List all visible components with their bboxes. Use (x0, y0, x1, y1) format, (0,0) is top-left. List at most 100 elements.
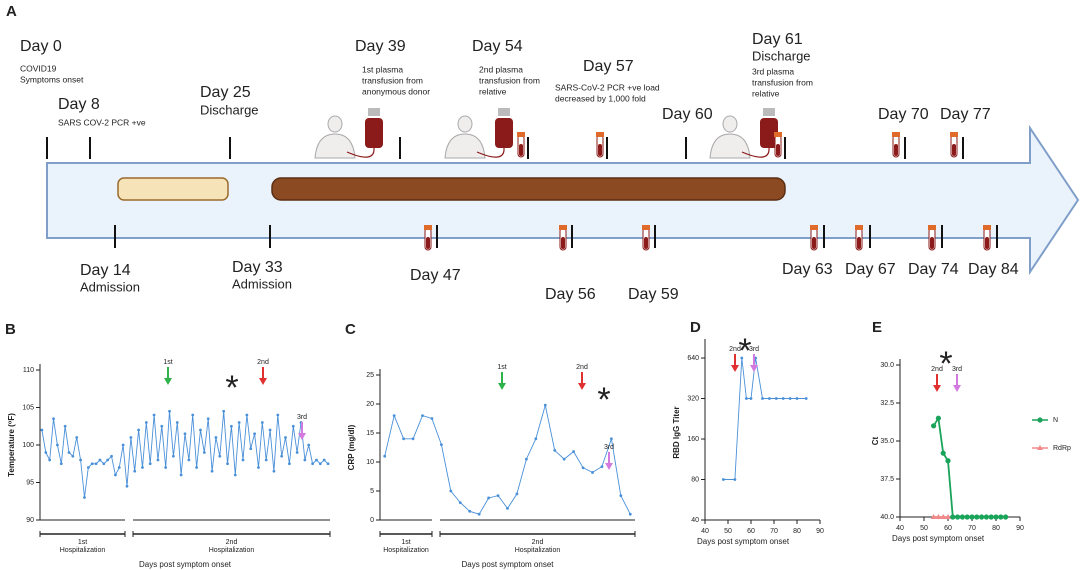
annotation-label: 3rd (604, 444, 614, 451)
event-note: 2nd plasma (479, 64, 523, 74)
data-point (83, 496, 86, 499)
data-point (468, 509, 472, 513)
event-day: Day 33 (232, 259, 283, 276)
blood-tube-cap (810, 225, 818, 230)
blood-tube-fill (985, 237, 989, 249)
data-point (179, 473, 183, 477)
data-point (44, 451, 48, 454)
data-point (230, 424, 233, 428)
event-note: SARS COV-2 PCR +ve (58, 117, 146, 127)
blood-tube-fill (857, 237, 861, 249)
annotation-arrowhead (498, 383, 506, 390)
x-axis-label: Days post symptom onset (892, 534, 985, 543)
data-point (40, 428, 44, 432)
x-tick-label: 50 (920, 525, 928, 532)
annotation-label: 2nd (576, 364, 588, 371)
data-point (245, 413, 249, 417)
blood-tube-cap (855, 225, 863, 230)
data-point (56, 443, 59, 447)
event-note: COVID19 (20, 63, 57, 73)
plasma-bag (365, 118, 383, 148)
data-point (218, 454, 222, 458)
group-label: 1st (401, 539, 410, 546)
data-line (384, 405, 631, 515)
data-point (515, 492, 519, 496)
event-note: SARS-CoV-2 PCR +ve load (555, 82, 660, 92)
data-point (133, 469, 137, 473)
significance-marker: * (939, 345, 952, 383)
event-day: Day 8 (58, 96, 100, 113)
data-point (295, 451, 299, 454)
data-point (226, 462, 229, 466)
data-point (439, 443, 443, 446)
blood-tube-fill (644, 237, 648, 249)
annotation-arrowhead (259, 378, 267, 385)
data-point (487, 496, 491, 500)
y-tick-label: 40.0 (880, 514, 894, 521)
data-point (164, 466, 168, 469)
event-note: Symptoms onset (20, 74, 84, 84)
data-point (114, 473, 117, 477)
data-point (619, 494, 623, 498)
data-point (183, 432, 187, 436)
y-tick-label: 32.5 (880, 400, 894, 407)
event-subtitle: Discharge (200, 102, 259, 117)
event-note: anonymous donor (362, 86, 430, 96)
annotation-arrowhead (605, 463, 613, 470)
y-tick-label: 10 (366, 459, 374, 466)
event-day: Day 61 (752, 31, 803, 48)
data-point (206, 417, 210, 421)
data-point (291, 424, 295, 428)
y-tick-label: 100 (22, 442, 34, 449)
data-point (52, 417, 55, 421)
data-point (322, 458, 326, 462)
annotation-arrowhead (578, 383, 586, 390)
y-tick-label: 37.5 (880, 476, 894, 483)
data-point (148, 462, 152, 466)
blood-tube-fill (519, 144, 523, 156)
data-point (543, 403, 547, 407)
blood-tube-fill (426, 237, 430, 249)
plasma-bag-top (763, 108, 775, 116)
y-axis-label: CRP (mg/dl) (347, 424, 356, 470)
data-point (768, 397, 771, 400)
significance-marker: * (738, 332, 751, 370)
x-tick-label: 70 (968, 525, 976, 532)
event-day: Day 57 (583, 58, 634, 75)
data-point (524, 457, 528, 461)
data-point (141, 466, 144, 469)
y-tick-label: 5 (370, 488, 374, 495)
data-point (781, 397, 785, 400)
data-point (79, 458, 82, 462)
x-axis-label: Days post symptom onset (697, 537, 790, 546)
blood-tube-cap (892, 132, 900, 137)
data-point (199, 428, 202, 432)
data-point (311, 462, 314, 466)
data-line (41, 411, 329, 498)
y-tick-label: 0 (370, 517, 374, 524)
legend-marker (1037, 445, 1043, 450)
blood-tube-cap (596, 132, 604, 137)
annotation-arrowhead (731, 365, 739, 372)
event-day: Day 56 (545, 286, 596, 303)
data-point (175, 421, 179, 424)
data-point (172, 454, 175, 458)
blood-tube-fill (812, 237, 816, 249)
iv-line (346, 147, 375, 158)
data-point (935, 514, 942, 519)
data-point (237, 421, 241, 424)
iv-line (476, 147, 505, 158)
data-point (257, 466, 260, 469)
data-point (722, 478, 725, 481)
event-day: Day 25 (200, 84, 251, 101)
annotation-arrowhead (298, 433, 306, 440)
annotation-arrowhead (953, 385, 961, 392)
data-point (609, 437, 613, 441)
data-point (195, 466, 199, 469)
annotation-label: 2nd (729, 346, 741, 353)
event-day: Day 77 (940, 106, 991, 123)
data-point (137, 428, 141, 432)
event-note: decreased by 1,000 fold (555, 93, 646, 103)
data-point (202, 451, 206, 454)
panel-label: B (5, 321, 16, 338)
